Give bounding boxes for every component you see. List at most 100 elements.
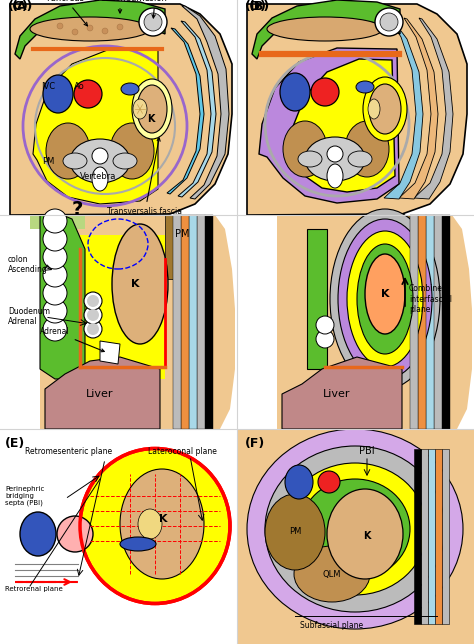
Polygon shape	[15, 0, 165, 59]
Ellipse shape	[365, 254, 405, 334]
Ellipse shape	[121, 83, 139, 95]
Polygon shape	[181, 215, 189, 429]
Text: PBI: PBI	[359, 446, 375, 456]
Text: (E): (E)	[5, 437, 25, 451]
Ellipse shape	[357, 244, 413, 354]
Polygon shape	[384, 18, 423, 199]
Polygon shape	[428, 449, 435, 624]
Text: Lateroconal plane: Lateroconal plane	[148, 446, 217, 455]
Ellipse shape	[267, 17, 383, 41]
Text: (F): (F)	[245, 437, 265, 451]
Ellipse shape	[327, 489, 403, 579]
Ellipse shape	[137, 85, 167, 133]
Text: Transversalis fascia: Transversalis fascia	[108, 138, 182, 216]
Polygon shape	[277, 215, 472, 429]
Polygon shape	[421, 449, 428, 624]
Text: K: K	[363, 531, 371, 541]
Polygon shape	[80, 235, 165, 379]
Text: Liver: Liver	[86, 389, 114, 399]
Polygon shape	[259, 48, 399, 203]
Circle shape	[57, 516, 93, 552]
Text: Subfascial plane: Subfascial plane	[301, 621, 364, 630]
Text: Ao: Ao	[74, 82, 85, 91]
Polygon shape	[33, 49, 158, 204]
Ellipse shape	[283, 463, 427, 595]
Circle shape	[43, 317, 67, 341]
Circle shape	[72, 29, 78, 35]
Polygon shape	[100, 341, 120, 364]
Ellipse shape	[280, 73, 310, 111]
Text: QLM: QLM	[323, 569, 341, 578]
Text: Peritoneum: Peritoneum	[96, 0, 144, 13]
Text: PM: PM	[289, 527, 301, 536]
Ellipse shape	[112, 224, 168, 344]
Polygon shape	[282, 357, 402, 429]
Circle shape	[92, 148, 108, 164]
Circle shape	[84, 320, 102, 338]
Text: Vertebra: Vertebra	[80, 171, 117, 180]
Text: K: K	[381, 289, 390, 299]
Ellipse shape	[298, 151, 322, 167]
Ellipse shape	[20, 512, 56, 556]
Ellipse shape	[63, 153, 87, 169]
Ellipse shape	[247, 429, 463, 629]
Polygon shape	[0, 429, 237, 644]
Ellipse shape	[132, 79, 172, 139]
Ellipse shape	[327, 164, 343, 188]
Polygon shape	[418, 215, 426, 429]
Circle shape	[84, 306, 102, 324]
Ellipse shape	[70, 139, 130, 183]
Polygon shape	[435, 449, 442, 624]
Ellipse shape	[368, 99, 380, 119]
Polygon shape	[414, 18, 453, 199]
Polygon shape	[442, 449, 449, 624]
Text: (C): (C)	[8, 0, 29, 12]
Ellipse shape	[80, 448, 230, 603]
Ellipse shape	[110, 123, 154, 179]
Circle shape	[117, 24, 123, 30]
Ellipse shape	[46, 123, 90, 179]
Polygon shape	[167, 28, 204, 194]
Text: (D): (D)	[245, 0, 267, 12]
Polygon shape	[40, 215, 235, 429]
Ellipse shape	[345, 121, 389, 177]
Ellipse shape	[348, 151, 372, 167]
Circle shape	[87, 323, 99, 335]
Ellipse shape	[133, 99, 147, 119]
Circle shape	[43, 227, 67, 251]
Circle shape	[74, 80, 102, 108]
Text: PM: PM	[175, 229, 190, 239]
Circle shape	[316, 316, 334, 334]
Ellipse shape	[265, 446, 445, 612]
Circle shape	[380, 13, 398, 31]
Polygon shape	[182, 6, 229, 199]
Ellipse shape	[330, 209, 440, 389]
Polygon shape	[410, 215, 418, 429]
Polygon shape	[10, 4, 232, 215]
Text: K: K	[131, 279, 139, 289]
Text: (B): (B)	[249, 0, 270, 12]
Circle shape	[102, 28, 108, 34]
Polygon shape	[173, 215, 181, 429]
Text: Combined
interfascial
plane: Combined interfascial plane	[409, 284, 452, 314]
Text: (A): (A)	[12, 0, 33, 12]
Ellipse shape	[285, 465, 313, 499]
Text: PM: PM	[42, 156, 55, 166]
Ellipse shape	[138, 509, 162, 539]
Text: IVC: IVC	[41, 82, 55, 91]
Circle shape	[318, 471, 340, 493]
Polygon shape	[426, 215, 434, 429]
Circle shape	[43, 263, 67, 287]
Text: colon: colon	[8, 254, 28, 263]
Ellipse shape	[30, 17, 150, 41]
Polygon shape	[0, 215, 237, 429]
Polygon shape	[45, 357, 160, 429]
Ellipse shape	[305, 137, 365, 181]
Ellipse shape	[113, 153, 137, 169]
Polygon shape	[237, 215, 474, 429]
Ellipse shape	[283, 121, 327, 177]
Polygon shape	[30, 215, 85, 229]
Circle shape	[43, 209, 67, 233]
Circle shape	[87, 295, 99, 307]
Polygon shape	[178, 21, 216, 197]
